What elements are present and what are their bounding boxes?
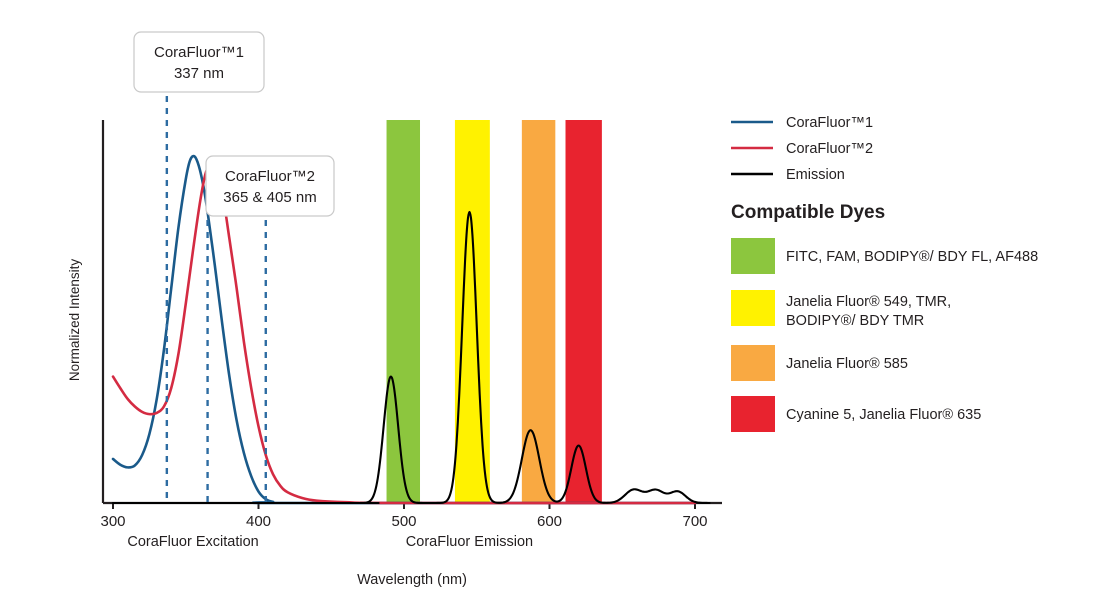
x-axis-title: Wavelength (nm)	[357, 572, 467, 588]
color-swatch-icon	[731, 345, 775, 381]
axis-labels-layer: 300 400 500 600 700 CoraFluor Excitation CoraF…	[67, 259, 708, 588]
legend-series-item[interactable]: CoraFluor™2	[731, 141, 873, 157]
callout-line-2: 365 & 405 nm	[223, 189, 316, 206]
callout-line-1: CoraFluor™2	[225, 168, 315, 185]
x-axis-tick-label: 700	[682, 513, 707, 530]
callout-corafluor1: CoraFluor™1 337 nm	[133, 31, 265, 93]
legend-series-label: CoraFluor™1	[786, 115, 873, 131]
callout-box	[133, 31, 265, 93]
legend-layer: CoraFluor™1 CoraFluor™2 Emission Compatible…	[731, 115, 1038, 432]
x-axis-tick-label: 300	[100, 513, 125, 530]
axis-section-label-emission: CoraFluor Emission	[406, 534, 533, 550]
legend-dye-label-line-1: FITC, FAM, BODIPY®/ BDY FL, AF488	[786, 249, 1038, 265]
legend-dye-item[interactable]: Janelia Fluor® 549, TMR, BODIPY®/ BDY TMR	[731, 290, 951, 329]
wavelength-bands-layer	[386, 120, 602, 503]
legend-dye-item[interactable]: FITC, FAM, BODIPY®/ BDY FL, AF488	[731, 238, 1038, 274]
excitation-markers-layer	[165, 96, 267, 503]
legend-dye-label-line-2: BODIPY®/ BDY TMR	[786, 313, 924, 329]
callouts-layer: CoraFluor™1 337 nm CoraFluor™2 365 & 405 nm	[133, 31, 335, 217]
callout-line-2: 337 nm	[174, 65, 224, 82]
callout-line-1: CoraFluor™1	[154, 44, 244, 61]
callout-corafluor2: CoraFluor™2 365 & 405 nm	[205, 155, 335, 217]
legend-dye-label-line-1: Janelia Fluor® 549, TMR,	[786, 294, 951, 310]
red-band	[565, 120, 602, 503]
spectrum-curve-emission	[111, 210, 711, 505]
callout-box	[205, 155, 335, 217]
compatible-dyes-title: Compatible Dyes	[731, 202, 885, 223]
x-axis-tick-label: 400	[246, 513, 271, 530]
legend-dye-item[interactable]: Janelia Fluor® 585	[731, 345, 908, 381]
legend-series-item[interactable]: Emission	[731, 167, 845, 183]
legend-series-label: Emission	[786, 167, 845, 183]
legend-dye-item[interactable]: Cyanine 5, Janelia Fluor® 635	[731, 396, 981, 432]
y-axis-title: Normalized Intensity	[67, 259, 82, 382]
legend-series-item[interactable]: CoraFluor™1	[731, 115, 873, 131]
legend-dye-label-line-1: Janelia Fluor® 585	[786, 356, 908, 372]
color-swatch-icon	[731, 290, 775, 326]
color-swatch-icon	[731, 396, 775, 432]
axis-section-label-excitation: CoraFluor Excitation	[127, 534, 258, 550]
color-swatch-icon	[731, 238, 775, 274]
green-band	[386, 120, 421, 503]
x-axis-tick-label: 600	[537, 513, 562, 530]
legend-series-label: CoraFluor™2	[786, 141, 873, 157]
legend-dye-label-line-1: Cyanine 5, Janelia Fluor® 635	[786, 407, 981, 423]
yellow-band	[454, 120, 490, 503]
x-axis-tick-label: 500	[391, 513, 416, 530]
orange-band	[521, 120, 556, 503]
